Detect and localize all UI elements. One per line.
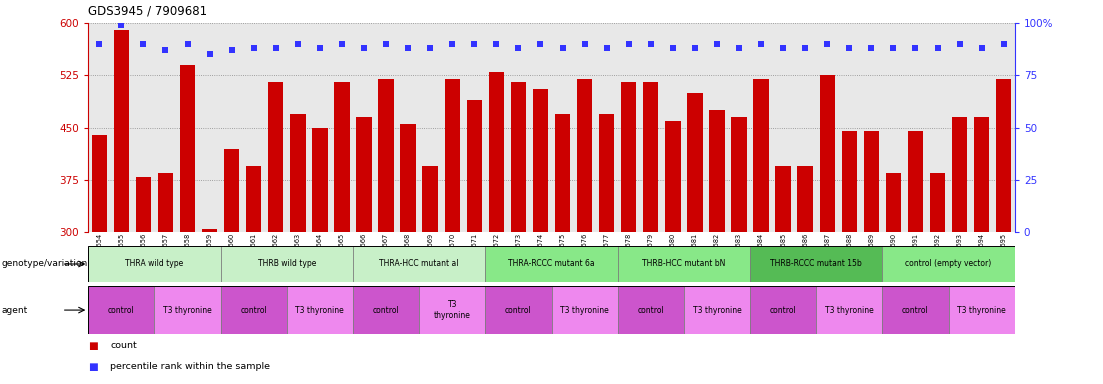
Bar [552,286,618,334]
Bar [753,79,769,232]
Bar [489,72,504,232]
Text: THRA wild type: THRA wild type [126,260,183,268]
Text: agent: agent [1,306,28,314]
Bar [687,93,703,232]
Text: count: count [110,341,137,350]
Text: ■: ■ [88,362,98,372]
Bar [154,286,221,334]
Text: T3 thyronine: T3 thyronine [163,306,212,314]
Text: T3 thyronine: T3 thyronine [693,306,741,314]
Bar [974,117,989,232]
Bar [533,89,548,232]
Bar [750,286,816,334]
Bar [400,124,416,232]
Text: control: control [108,306,135,314]
Text: control: control [770,306,796,314]
Bar [684,286,750,334]
Text: ■: ■ [88,341,98,351]
Text: T3 thyronine: T3 thyronine [296,306,344,314]
Text: THRB wild type: THRB wild type [258,260,315,268]
Bar [356,117,372,232]
Bar [180,65,195,232]
Bar [599,114,614,232]
Bar [618,246,750,282]
Bar [816,286,882,334]
Text: control (empty vector): control (empty vector) [906,260,992,268]
Bar [842,131,857,232]
Bar [511,82,526,232]
Bar [485,286,552,334]
Bar [618,286,684,334]
Bar [775,166,791,232]
Bar [882,246,1015,282]
Bar [820,75,835,232]
Bar [485,246,618,282]
Text: percentile rank within the sample: percentile rank within the sample [110,362,270,371]
Bar [908,131,923,232]
Text: T3 thyronine: T3 thyronine [957,306,1006,314]
Bar [886,173,901,232]
Bar [643,82,658,232]
Bar [882,286,949,334]
Text: THRB-HCC mutant bN: THRB-HCC mutant bN [642,260,726,268]
Bar [312,127,328,232]
Bar [88,286,154,334]
Bar [952,117,967,232]
Bar [422,166,438,232]
Bar [353,246,485,282]
Bar [864,131,879,232]
Bar [577,79,592,232]
Bar [930,173,945,232]
Text: control: control [505,306,532,314]
Bar [445,79,460,232]
Bar [224,149,239,232]
Bar [665,121,681,232]
Bar [221,246,353,282]
Text: control: control [240,306,267,314]
Text: T3 thyronine: T3 thyronine [560,306,609,314]
Text: GDS3945 / 7909681: GDS3945 / 7909681 [88,4,207,17]
Bar [750,246,882,282]
Bar [221,286,287,334]
Bar [268,82,283,232]
Bar [353,286,419,334]
Bar [949,286,1015,334]
Bar [246,166,261,232]
Bar [202,229,217,232]
Bar [731,117,747,232]
Text: control: control [902,306,929,314]
Bar [287,286,353,334]
Bar [92,135,107,232]
Bar [136,177,151,232]
Text: control: control [638,306,664,314]
Text: THRB-RCCC mutant 15b: THRB-RCCC mutant 15b [770,260,863,268]
Bar [419,286,485,334]
Bar [378,79,394,232]
Text: control: control [373,306,399,314]
Bar [158,173,173,232]
Bar [88,246,221,282]
Bar [290,114,306,232]
Text: T3
thyronine: T3 thyronine [433,300,471,320]
Text: THRA-HCC mutant al: THRA-HCC mutant al [379,260,459,268]
Bar [467,100,482,232]
Bar [334,82,350,232]
Text: genotype/variation: genotype/variation [1,260,87,268]
Bar [555,114,570,232]
Bar [996,79,1011,232]
Text: T3 thyronine: T3 thyronine [825,306,874,314]
Bar [797,166,813,232]
Bar [709,110,725,232]
Bar [621,82,636,232]
Bar [114,30,129,232]
Text: THRA-RCCC mutant 6a: THRA-RCCC mutant 6a [508,260,595,268]
